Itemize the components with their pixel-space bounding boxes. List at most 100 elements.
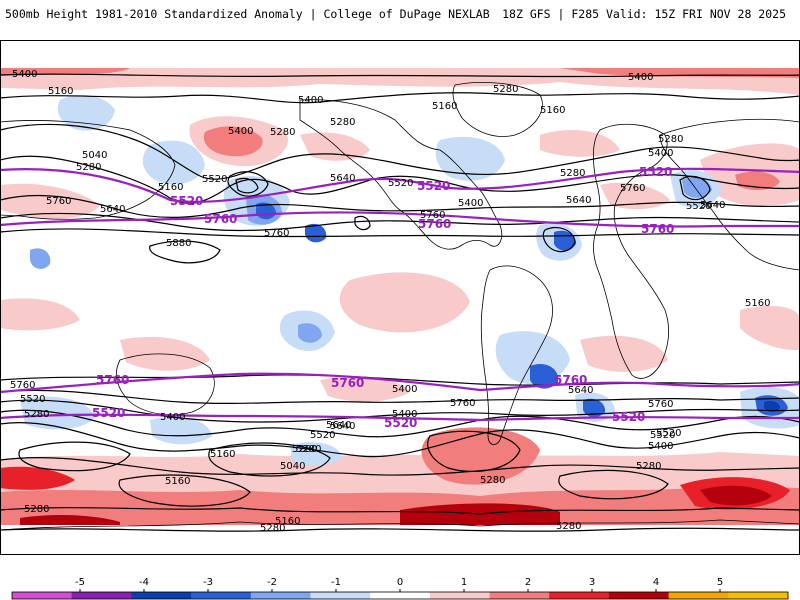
highlight-contour-5760-north bbox=[0, 211, 800, 228]
negative-anomaly bbox=[30, 248, 51, 269]
colorbar-tick-label: 0 bbox=[397, 577, 403, 588]
contour-line bbox=[118, 474, 251, 507]
south-america-coast bbox=[480, 265, 553, 445]
contour-label: 5640 bbox=[326, 420, 351, 431]
contour-label: 5040 bbox=[82, 150, 107, 161]
contour-label: 5280 bbox=[560, 168, 585, 179]
colorbar-ticks: -5 -4 -3 -2 -1 0 1 2 3 4 5 bbox=[75, 577, 723, 592]
colorbar-segment bbox=[489, 592, 550, 599]
contour-label: 5160 bbox=[210, 449, 235, 460]
positive-anomaly bbox=[540, 130, 620, 157]
map-title: 500mb Height 1981-2010 Standardized Anom… bbox=[5, 7, 490, 21]
contour-label: 5280 bbox=[76, 162, 101, 173]
asia-west-coast bbox=[0, 120, 176, 220]
contour-line bbox=[0, 399, 800, 423]
highlight-label: 5760 bbox=[96, 373, 129, 387]
highlight-label: 5520 bbox=[384, 416, 417, 430]
contour-label: 5280 bbox=[270, 127, 295, 138]
contour-label: 5280 bbox=[636, 461, 661, 472]
contour-label: 5880 bbox=[166, 238, 191, 249]
highlight-label: 5760 bbox=[554, 373, 587, 387]
contour-label: 5520 bbox=[650, 430, 675, 441]
highlight-label: 5520 bbox=[639, 165, 672, 179]
colorbar-tick-label: -1 bbox=[331, 577, 341, 588]
positive-anomaly bbox=[0, 68, 800, 95]
positive-anomaly bbox=[20, 515, 120, 525]
positive-anomaly bbox=[203, 126, 263, 157]
contour-label: 5160 bbox=[432, 101, 457, 112]
contour-line bbox=[427, 430, 521, 473]
contour-label: 5520 bbox=[388, 178, 413, 189]
contour-label: 5760 bbox=[620, 183, 645, 194]
colorbar-tick-label: -4 bbox=[139, 577, 149, 588]
contour-label: 5160 bbox=[158, 182, 183, 193]
colorbar-segment bbox=[549, 592, 610, 599]
contour-label: 5520 bbox=[656, 428, 681, 439]
greenland-coast bbox=[452, 82, 543, 137]
contour-line bbox=[18, 441, 131, 472]
negative-anomaly bbox=[298, 323, 322, 343]
highlight-label: 5760 bbox=[204, 212, 237, 226]
colorbar-segment bbox=[191, 592, 252, 599]
highlight-contour-5520-south bbox=[0, 413, 800, 422]
colorbar-segment bbox=[310, 592, 371, 599]
contour-label: 5760 bbox=[46, 196, 71, 207]
highlight-label: 5760 bbox=[641, 222, 674, 236]
contour-label: 5280 bbox=[658, 134, 683, 145]
contour-line bbox=[0, 92, 800, 104]
colorbar-tick-label: -3 bbox=[203, 577, 213, 588]
contour-label: 5760 bbox=[450, 398, 475, 409]
contour-label: 5760 bbox=[264, 228, 289, 239]
colorbar-tick-label: -5 bbox=[75, 577, 85, 588]
positive-anomaly bbox=[339, 272, 470, 333]
anomaly-map: 5400 5400 5160 5400 5280 5160 5280 5160 … bbox=[0, 40, 800, 555]
colorbar-segment bbox=[608, 592, 670, 599]
highlight-label: 5760 bbox=[418, 217, 451, 231]
contour-label: 5400 bbox=[298, 95, 323, 106]
colorbar-tick-label: -2 bbox=[267, 577, 277, 588]
contour-line bbox=[354, 215, 371, 231]
contour-line bbox=[0, 456, 800, 476]
contour-label: 5400 bbox=[160, 412, 185, 423]
contour-line bbox=[0, 212, 800, 232]
contour-line bbox=[0, 155, 800, 204]
contour-label: 5280 bbox=[24, 504, 49, 515]
colorbar-tick-label: 1 bbox=[461, 577, 467, 588]
colorbar-segment bbox=[250, 592, 311, 599]
negative-anomaly bbox=[305, 223, 327, 243]
colorbar-tick-label: 5 bbox=[717, 577, 723, 588]
model-run-info: 18Z GFS | F285 Valid: 15Z FRI NOV 28 202… bbox=[502, 7, 786, 21]
contour-label: 5640 bbox=[700, 200, 725, 211]
highlight-contours bbox=[0, 167, 800, 422]
contour-label: 5160 bbox=[540, 105, 565, 116]
contour-line bbox=[0, 389, 800, 404]
colorbar-tick-label: 2 bbox=[525, 577, 531, 588]
highlight-label: 5520 bbox=[92, 406, 125, 420]
highlight-label: 5520 bbox=[417, 179, 450, 193]
contour-line bbox=[0, 194, 800, 218]
contour-line bbox=[227, 171, 269, 197]
colorbar-segment bbox=[429, 592, 491, 599]
positive-anomaly bbox=[0, 183, 100, 219]
positive-anomaly bbox=[0, 486, 800, 525]
colorbar-segments bbox=[11, 591, 789, 600]
contour-label: 5160 bbox=[275, 516, 300, 527]
australia-coast bbox=[116, 353, 215, 416]
contour-label: 5400 bbox=[392, 409, 417, 420]
highlight-labels: 5520 5520 5520 5760 5760 5760 5760 5760 … bbox=[92, 165, 674, 430]
colorbar-segment bbox=[668, 592, 729, 599]
contour-label: 5280 bbox=[296, 444, 321, 455]
contour-line bbox=[558, 469, 669, 500]
colorbar-segment bbox=[131, 592, 192, 599]
header: 500mb Height 1981-2010 Standardized Anom… bbox=[0, 0, 800, 30]
negative-anomaly bbox=[530, 363, 559, 389]
colorbar-segment bbox=[728, 592, 789, 599]
positive-anomaly bbox=[580, 335, 668, 372]
contour-label: 5760 bbox=[10, 380, 35, 391]
contour-line bbox=[0, 507, 800, 515]
contour-line bbox=[542, 227, 576, 253]
negative-anomaly bbox=[583, 398, 606, 418]
contour-label: 5760 bbox=[648, 399, 673, 410]
contour-label: 5520 bbox=[20, 394, 45, 405]
contour-label: 5400 bbox=[12, 69, 37, 80]
